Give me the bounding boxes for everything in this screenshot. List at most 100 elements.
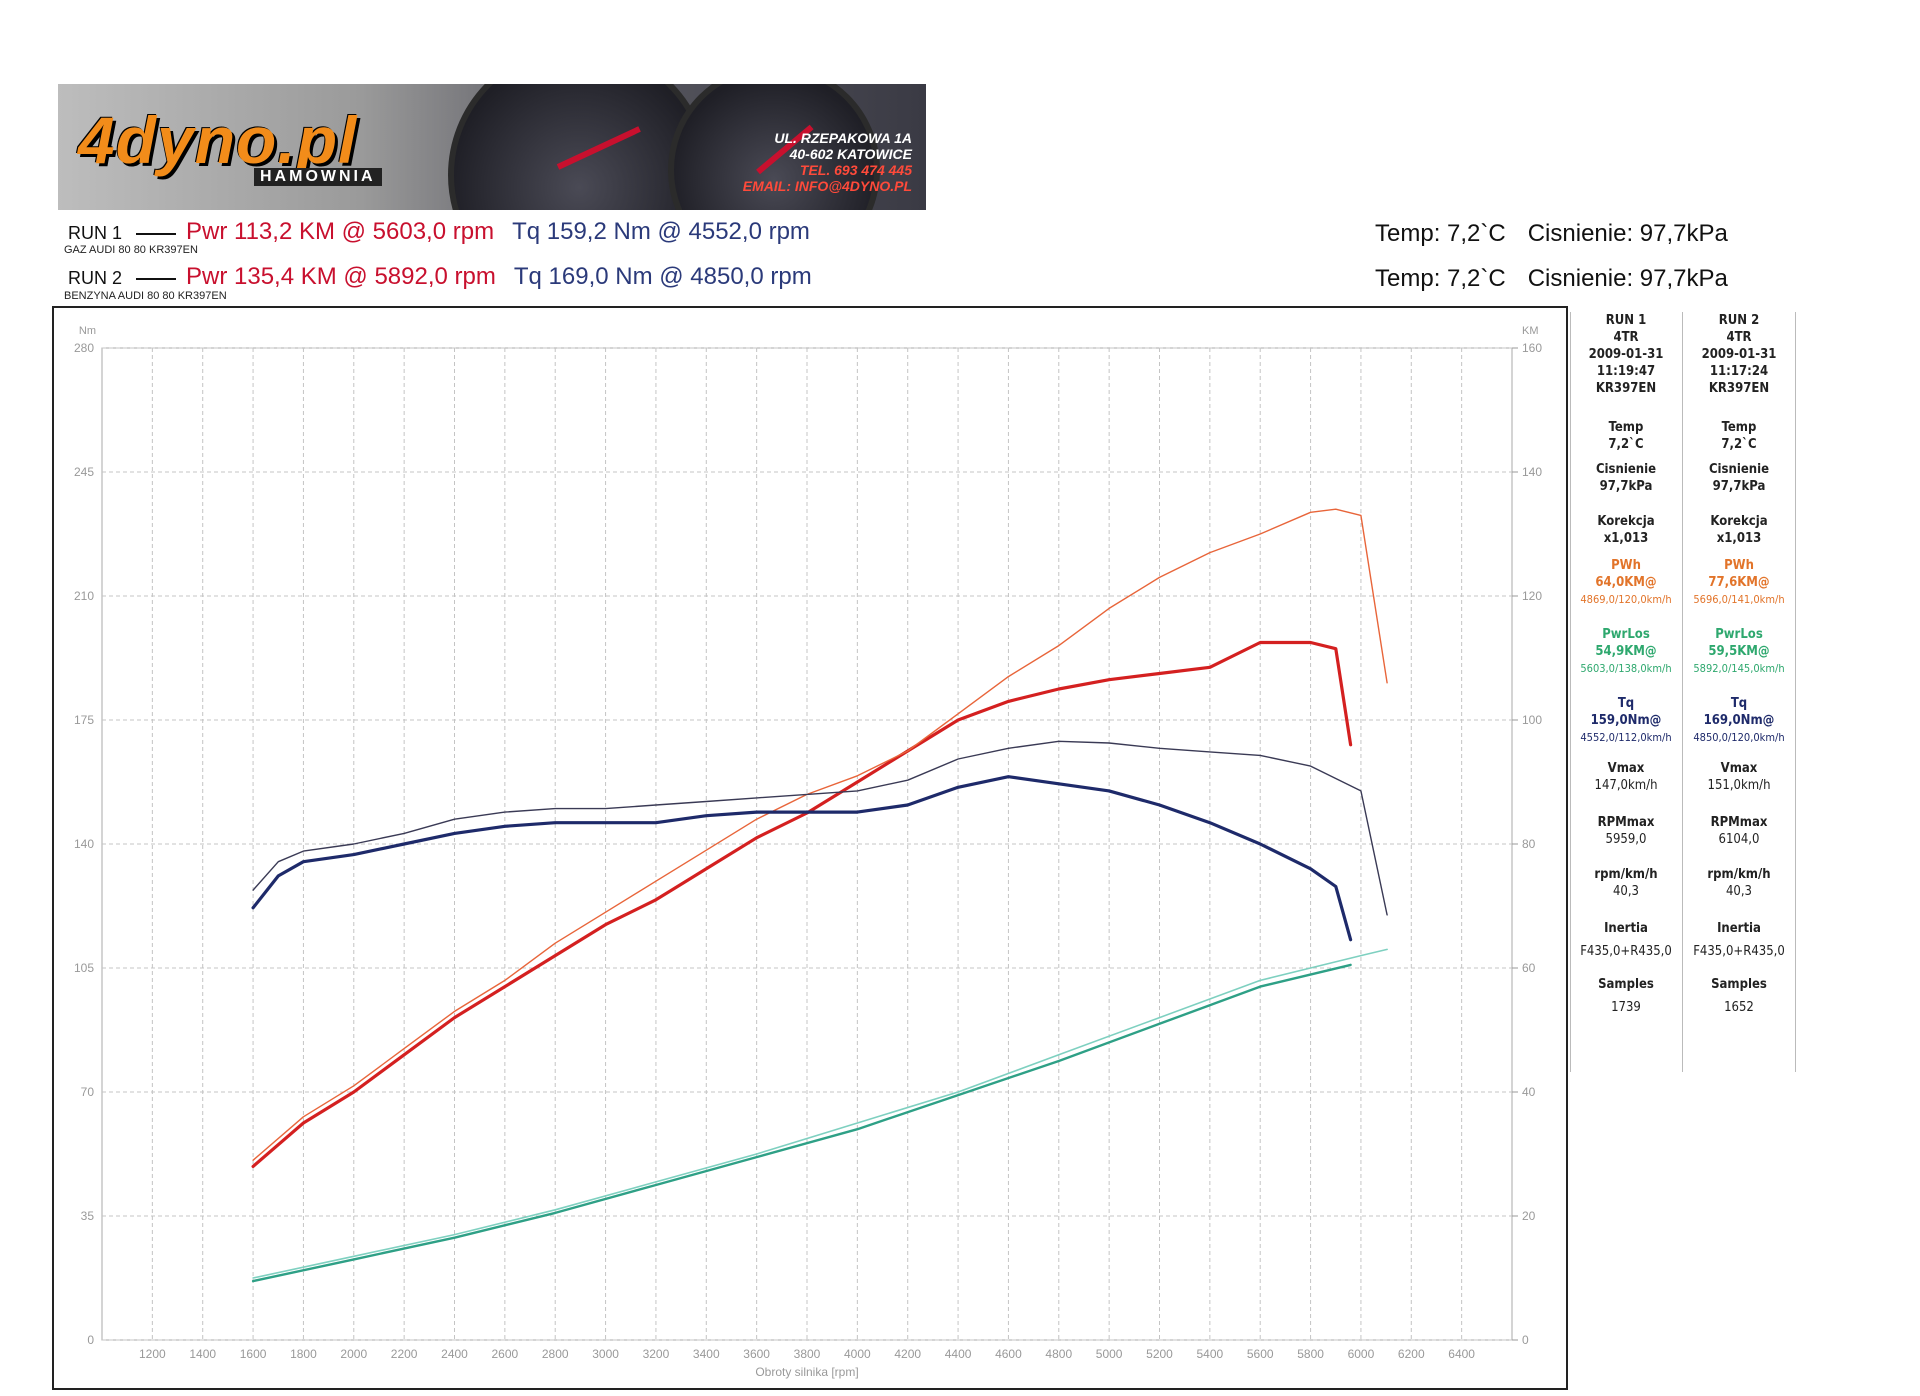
run1-detail-plate: KR397EN bbox=[1595, 381, 1657, 396]
run2-pwh-value: 77,6KM@ bbox=[1708, 575, 1770, 590]
y-right-tick-label: 120 bbox=[1522, 589, 1542, 603]
run2-pwrlos-label: PwrLos bbox=[1715, 627, 1763, 642]
run1-pwh-at: 4869,0/120,0km/h bbox=[1580, 593, 1672, 606]
x-tick-label: 4400 bbox=[945, 1347, 972, 1361]
run1-label: RUN 1 bbox=[68, 223, 123, 243]
run1-torque-peak: Tq 159,2 Nm @ 4552,0 rpm bbox=[512, 218, 810, 245]
run2-detail-time: 11:17:24 bbox=[1709, 364, 1769, 379]
run2-vmax-value: 151,0km/h bbox=[1707, 778, 1771, 793]
x-tick-label: 2600 bbox=[492, 1347, 519, 1361]
run1-inertia-value: F435,0+R435,0 bbox=[1580, 944, 1672, 959]
x-tick-label: 1400 bbox=[189, 1347, 216, 1361]
run2-details: RUN 2 4TR 2009-01-31 11:17:24 KR397EN Te… bbox=[1683, 312, 1795, 1016]
y-right-tick-label: 80 bbox=[1522, 837, 1536, 851]
address-city: 40-602 KATOWICE bbox=[789, 146, 912, 162]
brand-logo: 4dyno.pl bbox=[78, 103, 358, 177]
x-tick-label: 4000 bbox=[844, 1347, 871, 1361]
x-tick-label: 5400 bbox=[1197, 1347, 1224, 1361]
run1-legend-line bbox=[136, 232, 177, 235]
x-tick-label: 6000 bbox=[1348, 1347, 1375, 1361]
run2-vmax-label: Vmax bbox=[1720, 761, 1758, 776]
run2-temp-value: 7,2`C bbox=[1721, 437, 1757, 452]
run1-press-label: Cisnienie bbox=[1595, 462, 1657, 477]
run1-loss-line bbox=[251, 963, 1352, 1283]
run2-tq-label: Tq bbox=[1730, 696, 1748, 711]
address-street: UL. RZEPAKOWA 1A bbox=[774, 130, 912, 146]
y-left-tick-label: 35 bbox=[81, 1209, 95, 1223]
run1-power-peak: Pwr 113,2 KM @ 5603,0 rpm bbox=[186, 218, 495, 245]
run1-power-line bbox=[251, 640, 1353, 1169]
run2-rpmkm-label: rpm/km/h bbox=[1707, 867, 1771, 882]
run1-samples-label: Samples bbox=[1598, 977, 1654, 992]
run1-samples-value: 1739 bbox=[1611, 1000, 1641, 1015]
run1-torque-line bbox=[251, 775, 1353, 942]
y-right-tick-label: 60 bbox=[1522, 961, 1536, 975]
y-left-tick-label: 70 bbox=[81, 1085, 95, 1099]
x-tick-label: 1600 bbox=[240, 1347, 267, 1361]
run2-conditions: Temp: 7,2`C Cisnienie: 97,7kPa bbox=[1375, 265, 1728, 293]
run2-press-label: Cisnienie bbox=[1708, 462, 1770, 477]
run1-detail-time: 11:19:47 bbox=[1596, 364, 1656, 379]
run2-samples-label: Samples bbox=[1711, 977, 1767, 992]
run1-pressure: Cisnienie: 97,7kPa bbox=[1527, 220, 1728, 247]
run2-summary: RUN 2 Pwr 135,4 KM @ 5892,0 rpm Tq 169,0 N… bbox=[68, 263, 812, 291]
run2-pwh-label: PWh bbox=[1724, 558, 1754, 573]
run2-detail-title: RUN 2 bbox=[1718, 313, 1760, 328]
x-tick-label: 4200 bbox=[894, 1347, 921, 1361]
y-right-tick-label: 160 bbox=[1522, 341, 1542, 355]
y-left-axis-label: Nm bbox=[79, 325, 96, 337]
x-tick-label: 1200 bbox=[139, 1347, 166, 1361]
run2-inertia-value: F435,0+R435,0 bbox=[1693, 944, 1785, 959]
y-left-tick-label: 105 bbox=[74, 961, 94, 975]
run2-power-peak: Pwr 135,4 KM @ 5892,0 rpm bbox=[186, 263, 496, 290]
x-tick-label: 3600 bbox=[743, 1347, 770, 1361]
y-left-tick-label: 280 bbox=[74, 341, 94, 355]
run1-rpmmax-value: 5959,0 bbox=[1605, 832, 1647, 847]
run2-loss-line bbox=[252, 948, 1388, 1279]
y-left-tick-label: 210 bbox=[74, 589, 94, 603]
run2-temp-label: Temp bbox=[1721, 420, 1757, 435]
address-phone: TEL. 693 474 445 bbox=[799, 162, 912, 178]
run1-subtitle: GAZ AUDI 80 80 KR397EN bbox=[64, 244, 198, 256]
x-tick-label: 2800 bbox=[542, 1347, 569, 1361]
run1-temp-label: Temp bbox=[1608, 420, 1644, 435]
chart-frame bbox=[52, 306, 1568, 1390]
y-left-tick-label: 245 bbox=[74, 465, 94, 479]
run2-rpmkm-value: 40,3 bbox=[1725, 884, 1753, 899]
run2-pressure: Cisnienie: 97,7kPa bbox=[1527, 265, 1728, 292]
run1-conditions: Temp: 7,2`C Cisnienie: 97,7kPa bbox=[1375, 220, 1728, 248]
run-details-panel: RUN 1 4TR 2009-01-31 11:19:47 KR397EN Te… bbox=[1570, 312, 1796, 1072]
run1-tq-value: 159,0Nm@ bbox=[1590, 713, 1662, 728]
run2-tq-value: 169,0Nm@ bbox=[1703, 713, 1775, 728]
y-left-tick-label: 140 bbox=[74, 837, 94, 851]
x-tick-label: 3200 bbox=[643, 1347, 670, 1361]
run1-detail-mode: 4TR bbox=[1613, 330, 1639, 345]
run2-korekcja-value: x1,013 bbox=[1716, 531, 1762, 546]
x-tick-label: 2000 bbox=[340, 1347, 367, 1361]
run2-subtitle: BENZYNA AUDI 80 80 KR397EN bbox=[64, 290, 227, 302]
run1-vmax-label: Vmax bbox=[1607, 761, 1645, 776]
run2-press-value: 97,7kPa bbox=[1712, 479, 1766, 494]
x-tick-label: 5200 bbox=[1146, 1347, 1173, 1361]
contact-address: UL. RZEPAKOWA 1A 40-602 KATOWICE TEL. 69… bbox=[743, 130, 912, 194]
run2-detail-date: 2009-01-31 bbox=[1701, 347, 1777, 362]
run1-rpmkm-value: 40,3 bbox=[1612, 884, 1640, 899]
run2-temp: Temp: 7,2`C bbox=[1375, 265, 1506, 292]
run1-rpmkm-label: rpm/km/h bbox=[1594, 867, 1658, 882]
x-tick-label: 2200 bbox=[391, 1347, 418, 1361]
run1-pwrlos-label: PwrLos bbox=[1602, 627, 1650, 642]
y-right-tick-label: 140 bbox=[1522, 465, 1542, 479]
y-right-tick-label: 0 bbox=[1522, 1333, 1529, 1347]
x-tick-label: 6200 bbox=[1398, 1347, 1425, 1361]
x-tick-label: 3400 bbox=[693, 1347, 720, 1361]
y-right-tick-label: 20 bbox=[1522, 1209, 1536, 1223]
run2-power-line bbox=[252, 508, 1388, 1161]
y-right-tick-label: 100 bbox=[1522, 713, 1542, 727]
run2-korekcja-label: Korekcja bbox=[1710, 514, 1768, 529]
run2-rpmmax-value: 6104,0 bbox=[1718, 832, 1760, 847]
y-left-tick-label: 0 bbox=[87, 1333, 94, 1347]
run1-tq-label: Tq bbox=[1617, 696, 1635, 711]
run1-korekcja-value: x1,013 bbox=[1603, 531, 1649, 546]
x-tick-label: 4800 bbox=[1045, 1347, 1072, 1361]
run2-label: RUN 2 bbox=[68, 268, 123, 288]
